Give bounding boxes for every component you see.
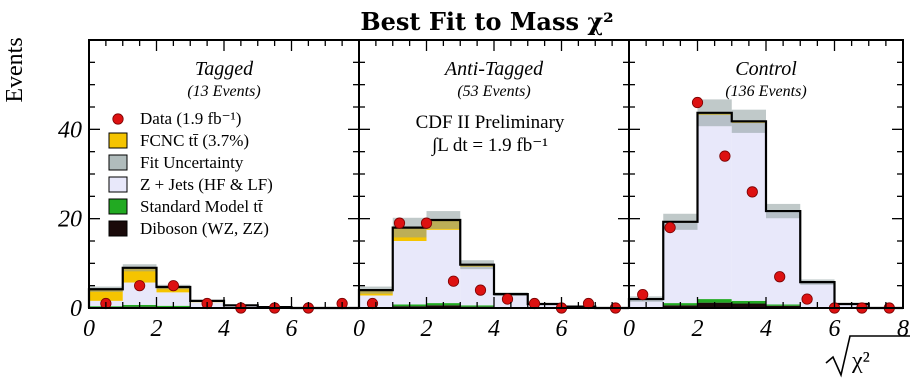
panel-subtitle: (136 Events) [725, 83, 806, 100]
legend-marker [112, 113, 124, 125]
data-point-4 [746, 186, 758, 198]
x-tick-label: 2 [692, 316, 704, 342]
panel-title: Tagged [195, 58, 254, 80]
x-tick-label: 0 [623, 316, 635, 342]
y-tick-label: 40 [58, 117, 82, 143]
legend-swatch [108, 176, 128, 193]
legend-label: Data (1.9 fb⁻¹) [140, 109, 241, 128]
y-tick-label: 0 [70, 296, 82, 322]
panel-0: Tagged (13 Events) 0 2 4 6 [83, 39, 360, 342]
x-tick-label: 8 [897, 316, 909, 342]
data-point-2 [167, 280, 179, 292]
sqrt-symbol [825, 335, 910, 378]
legend: Data (1.9 fb⁻¹) FCNC tt̄ (3.7%) Fit Uncert… [108, 109, 273, 238]
panel-title: Anti-Tagged [443, 58, 544, 80]
data-point-1 [664, 222, 676, 234]
x-tick-label: 4 [218, 316, 230, 342]
note-line-2: ∫L dt = 1.9 fb⁻¹ [431, 135, 548, 157]
legend-swatch [108, 220, 128, 237]
stack-outline [627, 111, 903, 310]
x-tick-label: 2 [421, 316, 433, 342]
bar-fcnc-tt-3-7--0 [89, 289, 123, 301]
x-tick-label: 2 [151, 316, 163, 342]
data-point-3 [719, 150, 731, 162]
x-tick-label: 6 [556, 316, 568, 342]
x-axis-label-group: χ² [825, 335, 910, 378]
bar-standard-model-tt--2 [697, 299, 732, 303]
stack-outline [357, 218, 629, 310]
legend-label: Standard Model tt̄ [140, 197, 263, 216]
panel-2: Control (136 Events) 0 2 4 6 8 [623, 39, 909, 342]
legend-swatch [108, 132, 128, 149]
data-point-5 [501, 293, 514, 305]
x-tick-label: 0 [83, 316, 95, 342]
data-point-4 [474, 284, 487, 296]
data-point-2 [691, 96, 704, 109]
note-line-1: CDF II Preliminary [416, 112, 565, 133]
panel-subtitle: (13 Events) [187, 83, 260, 100]
data-point-0 [637, 288, 649, 301]
data-point-2 [420, 217, 433, 229]
bar-z-jets-hf-lf--1 [392, 241, 427, 305]
data-point-3 [447, 275, 460, 287]
bar-z-jets-hf-lf--3 [731, 123, 766, 301]
bar-z-jets-hf-lf--2 [426, 229, 461, 304]
x-tick-label: 6 [286, 316, 298, 342]
data-point-1 [393, 217, 406, 229]
data-point-1 [134, 280, 146, 292]
bar-z-jets-hf-lf--2 [697, 115, 732, 300]
x-axis-label: χ² [851, 348, 870, 374]
bar-z-jets-hf-lf--4 [766, 211, 801, 305]
note-block: CDF II Preliminary ∫L dt = 1.9 fb⁻¹ [416, 112, 565, 157]
legend-label: FCNC tt̄ (3.7%) [140, 131, 249, 150]
legend-swatch [108, 198, 128, 215]
legend-swatch [108, 154, 128, 171]
x-tick-label: 6 [829, 316, 841, 342]
legend-label: Diboson (WZ, ZZ) [140, 219, 269, 238]
bar-z-jets-hf-lf--2 [156, 292, 191, 306]
x-tick-label: 0 [353, 316, 365, 342]
y-tick-label: 20 [58, 207, 82, 233]
panel-subtitle: (53 Events) [457, 83, 530, 100]
data-point-5 [774, 271, 786, 283]
panel-title: Control [735, 58, 797, 80]
chart-title: Best Fit to Mass χ² [360, 7, 613, 36]
bar-fcnc-tt-3-7--1 [122, 267, 157, 283]
legend-label: Z + Jets (HF & LF) [140, 175, 273, 194]
y-axis-label: Events [2, 37, 28, 102]
legend-label: Fit Uncertainty [140, 153, 244, 172]
x-tick-label: 4 [760, 316, 772, 342]
bar-z-jets-hf-lf--1 [122, 282, 157, 305]
panel-1: Anti-Tagged (53 Events) 0 2 4 6 [353, 39, 630, 342]
bar-z-jets-hf-lf--1 [663, 222, 698, 304]
panels-group: Tagged (13 Events) 0 2 4 6 Anti-Tagged (53 Even… [58, 39, 909, 342]
data-point-6 [801, 293, 813, 305]
x-tick-label: 4 [488, 316, 500, 342]
